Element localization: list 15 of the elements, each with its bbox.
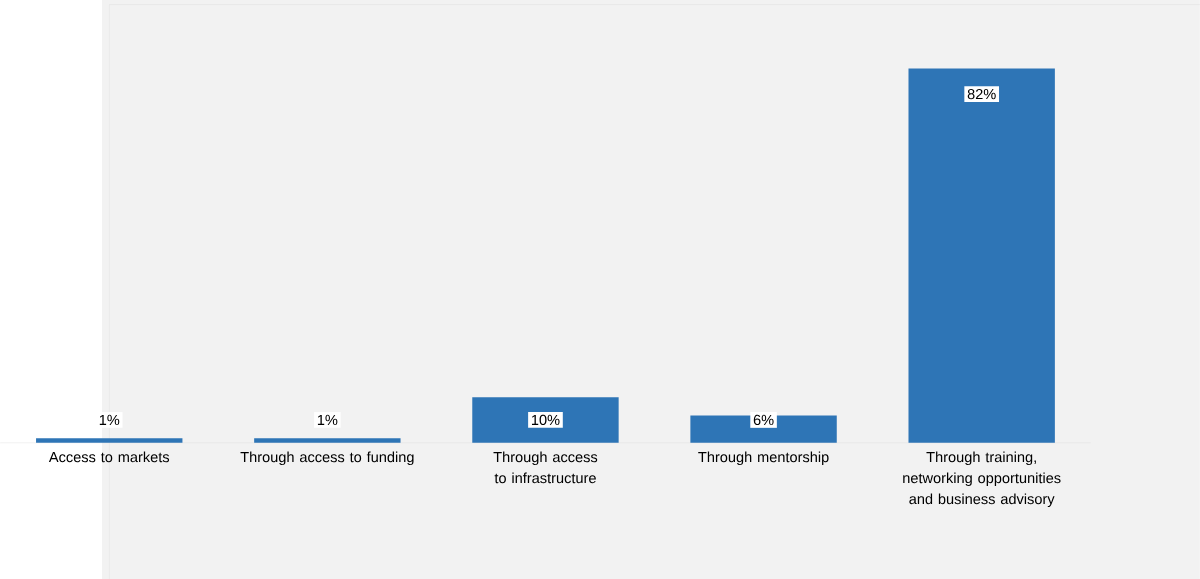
- data-label: 10%: [531, 414, 560, 425]
- bar: [472, 397, 619, 443]
- x-tick-label: Access to markets: [48, 451, 170, 463]
- x-tick-label: Through access to infrastructure: [493, 451, 598, 484]
- x-tick-label: Through access to funding: [240, 451, 414, 465]
- x-tick-label: Through training, networking opportunities and business advisory: [903, 451, 1061, 507]
- data-label: 1%: [317, 414, 338, 425]
- bar: [36, 438, 183, 443]
- x-tick-label: Through mentorship: [698, 451, 829, 465]
- bar: [254, 438, 401, 443]
- data-label: 1%: [99, 414, 120, 425]
- bar: [690, 415, 837, 443]
- bar: [908, 68, 1055, 443]
- data-label: 82%: [967, 88, 996, 100]
- data-label: 6%: [753, 414, 774, 425]
